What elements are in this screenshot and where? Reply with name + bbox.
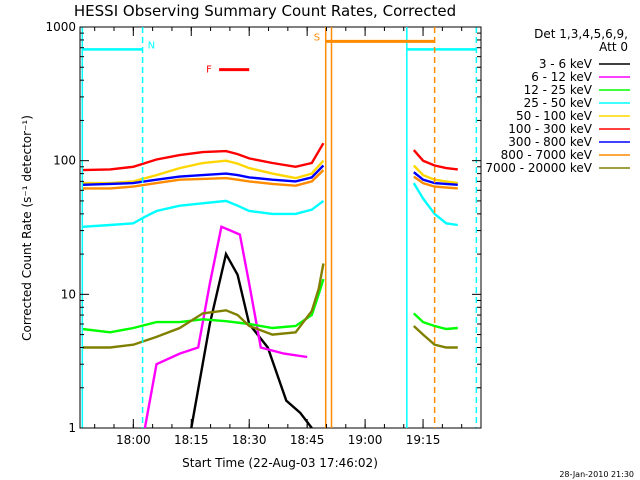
y-axis-ticks: 1 10 100 1000 [45, 20, 481, 435]
series-line-4 [82, 159, 325, 185]
series-line-5 [412, 149, 458, 171]
legend-label-4: 50 - 100 keV [516, 109, 593, 123]
legend-label-5: 100 - 300 keV [508, 122, 592, 136]
night-label: N [148, 40, 155, 51]
legend-label-8: 7000 - 20000 keV [485, 161, 592, 175]
legend-label-0: 3 - 6 keV [539, 57, 593, 71]
x-tick-label: 19:15 [406, 433, 441, 447]
legend-label-3: 25 - 50 keV [524, 96, 593, 110]
plot-frame [79, 26, 482, 429]
saa-label: S [314, 32, 320, 43]
timestamp: 28-Jan-2010 21:30 [559, 470, 634, 479]
legend-label-2: 12 - 25 keV [524, 83, 593, 97]
series-line-7 [82, 169, 325, 190]
series-line-7 [413, 175, 458, 190]
series-line-5 [82, 142, 325, 172]
legend-label-6: 300 - 800 keV [508, 135, 592, 149]
series-line-8 [82, 263, 325, 349]
series-line-1 [143, 225, 308, 429]
chart-title: HESSI Observing Summary Count Rates, Cor… [74, 2, 456, 20]
x-tick-label: 18:30 [232, 433, 267, 447]
series-line-2 [82, 278, 325, 334]
x-tick-label: 18:45 [290, 433, 325, 447]
series-line-6 [413, 171, 458, 186]
y-tick-label: 1000 [45, 20, 76, 34]
y-tick-label: 1 [68, 421, 76, 435]
series-line-2 [412, 312, 458, 331]
annotation-layer: N S F [81, 27, 478, 428]
series-line-8 [412, 325, 458, 349]
y-axis-label: Corrected Count Rate (s⁻¹ detector⁻¹) [20, 115, 34, 341]
series-line-3 [412, 182, 458, 227]
flare-label: F [206, 65, 212, 76]
legend-header-line-1: Det 1,3,4,5,6,9, [534, 27, 628, 41]
x-tick-label: 18:00 [116, 433, 151, 447]
x-axis-label: Start Time (22-Aug-03 17:46:02) [182, 456, 378, 470]
series-layer [82, 142, 458, 429]
legend-label-7: 800 - 7000 keV [501, 148, 593, 162]
legend-label-1: 6 - 12 keV [531, 70, 593, 84]
x-axis-ticks: 18:00 18:15 18:30 18:45 19:00 19:15 [94, 27, 482, 447]
legend-header-line-2: Att 0 [599, 40, 628, 54]
series-line-6 [82, 164, 325, 186]
series-line-3 [82, 199, 325, 228]
x-tick-label: 19:00 [348, 433, 383, 447]
y-tick-label: 10 [61, 287, 76, 301]
y-tick-label: 100 [53, 154, 76, 168]
x-tick-label: 18:15 [174, 433, 209, 447]
